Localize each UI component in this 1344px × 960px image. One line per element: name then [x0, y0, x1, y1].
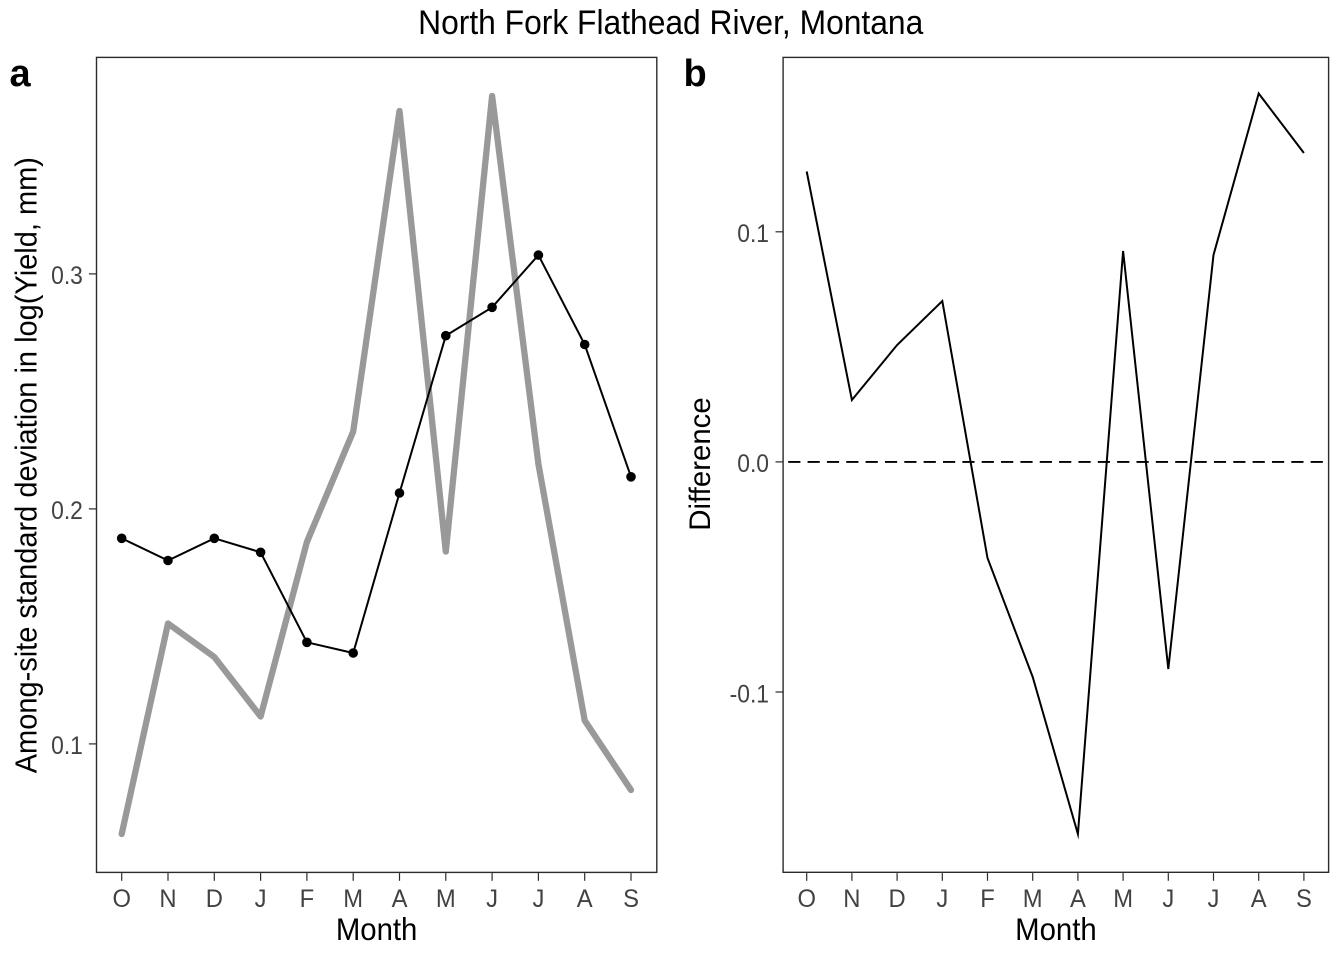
svg-text:0.2: 0.2 [51, 497, 83, 525]
svg-text:Month: Month [1015, 913, 1097, 947]
svg-text:0.1: 0.1 [737, 220, 769, 248]
svg-text:N: N [159, 886, 176, 914]
svg-text:M: M [343, 886, 363, 914]
svg-text:0.0: 0.0 [737, 450, 769, 478]
svg-text:-0.1: -0.1 [730, 680, 769, 708]
svg-text:J: J [1162, 886, 1174, 914]
svg-text:O: O [112, 886, 131, 914]
svg-text:D: D [206, 886, 223, 914]
svg-text:Month: Month [336, 913, 418, 947]
svg-text:J: J [936, 886, 948, 914]
svg-text:J: J [486, 886, 498, 914]
svg-text:M: M [436, 886, 456, 914]
svg-text:J: J [255, 886, 267, 914]
svg-text:D: D [889, 886, 906, 914]
svg-text:M: M [1023, 886, 1043, 914]
svg-text:J: J [532, 886, 544, 914]
svg-text:0.3: 0.3 [51, 262, 83, 290]
svg-text:J: J [1208, 886, 1220, 914]
svg-text:N: N [843, 886, 860, 914]
svg-text:A: A [392, 886, 408, 914]
svg-text:O: O [797, 886, 816, 914]
svg-text:0.1: 0.1 [51, 732, 83, 760]
svg-text:F: F [300, 886, 315, 914]
svg-text:a: a [10, 53, 32, 95]
svg-text:A: A [1251, 886, 1267, 914]
svg-text:A: A [577, 886, 593, 914]
svg-text:b: b [684, 53, 707, 95]
svg-text:Difference: Difference [684, 397, 717, 530]
svg-text:M: M [1113, 886, 1133, 914]
svg-text:S: S [1296, 886, 1312, 914]
svg-text:A: A [1070, 886, 1086, 914]
svg-text:Among-site standard deviation: Among-site standard deviation in log(Yie… [10, 157, 44, 773]
svg-text:S: S [623, 886, 639, 914]
svg-text:North Fork Flathead River, Mon: North Fork Flathead River, Montana [418, 3, 924, 41]
svg-text:F: F [980, 886, 995, 914]
